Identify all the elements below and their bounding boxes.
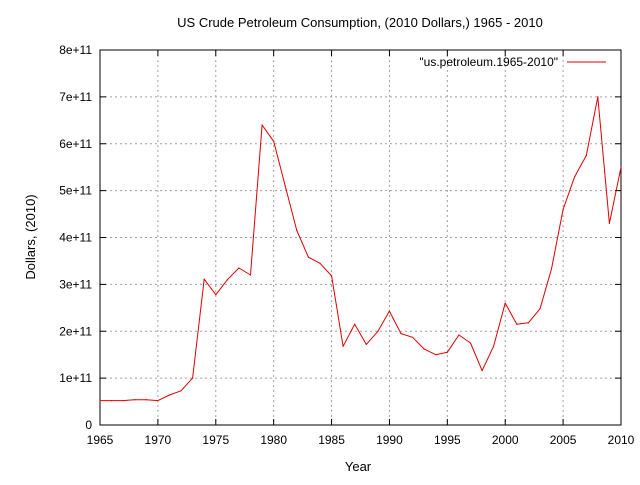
data-point <box>168 394 171 396</box>
data-point <box>319 262 321 264</box>
data-point <box>539 308 541 310</box>
data-point <box>562 208 564 210</box>
x-axis-title: Year <box>345 459 372 474</box>
data-point <box>388 310 390 312</box>
data-point <box>493 345 495 347</box>
data-point <box>550 268 553 270</box>
data-point <box>574 176 576 178</box>
data-point <box>296 229 298 232</box>
data-point <box>597 96 599 98</box>
x-tick-label: 1985 <box>318 433 345 447</box>
y-axis-title: Dollars, (2010) <box>23 194 38 279</box>
data-point <box>145 399 147 401</box>
data-point <box>377 330 379 332</box>
data-point <box>481 370 483 372</box>
legend: "us.petroleum.1965-2010" <box>419 55 606 69</box>
data-point <box>435 354 437 356</box>
legend-label: "us.petroleum.1965-2010" <box>419 55 558 69</box>
data-point <box>585 154 587 157</box>
data-point <box>469 342 472 344</box>
y-tick-labels: 0 1e+11 2e+11 3e+11 4e+11 5e+11 6e+11 7e+11 8e+1… <box>59 43 92 432</box>
x-tick-label: 2005 <box>550 433 577 447</box>
y-tick-label: 1e+11 <box>59 371 92 385</box>
data-point <box>400 333 402 335</box>
x-tick-label: 1990 <box>376 433 403 447</box>
y-tick-label: 4e+11 <box>59 231 92 245</box>
y-tick-label: 0 <box>85 418 92 432</box>
y-tick-label: 2e+11 <box>59 324 92 338</box>
data-point <box>215 294 217 296</box>
data-point <box>111 400 113 402</box>
x-tick-label: 1975 <box>202 433 229 447</box>
data-point <box>342 345 344 347</box>
data-point <box>412 336 414 338</box>
x-tick-labels: 1965 1970 1975 1980 1985 1990 1995 2000 2005 2010 <box>87 433 635 447</box>
data-point <box>331 275 333 277</box>
data-point <box>273 140 275 142</box>
data-point <box>608 222 611 224</box>
data-point <box>284 185 286 187</box>
series-layer <box>99 96 622 402</box>
x-tick-label: 1970 <box>145 433 172 447</box>
data-point <box>134 399 136 401</box>
data-point <box>307 256 309 258</box>
data-point <box>192 377 194 379</box>
x-tick-label: 2000 <box>492 433 519 447</box>
data-point <box>504 302 506 304</box>
x-tick-label: 2010 <box>608 433 635 447</box>
grid <box>100 50 621 425</box>
x-tick-label: 1995 <box>434 433 461 447</box>
chart-title: US Crude Petroleum Consumption, (2010 Do… <box>177 15 543 30</box>
data-point <box>226 279 228 281</box>
y-tick-label: 6e+11 <box>59 137 92 151</box>
x-tick-label: 1980 <box>260 433 287 447</box>
data-point <box>620 166 622 168</box>
data-point <box>354 323 356 325</box>
data-point <box>249 274 252 276</box>
data-point <box>446 351 448 353</box>
data-point <box>516 323 518 325</box>
data-point <box>203 278 205 280</box>
data-point <box>365 343 367 345</box>
y-tick-label: 3e+11 <box>59 277 92 291</box>
data-point <box>261 124 263 126</box>
data-point <box>423 348 425 350</box>
data-point <box>180 390 182 392</box>
x-tick-label: 1965 <box>87 433 114 447</box>
data-point <box>122 400 124 402</box>
data-point <box>458 334 460 336</box>
y-tick-label: 8e+11 <box>59 43 92 57</box>
data-point <box>238 267 240 269</box>
data-point <box>157 400 159 402</box>
data-point <box>527 322 530 324</box>
y-tick-label: 5e+11 <box>59 184 92 198</box>
y-tick-label: 7e+11 <box>59 90 92 104</box>
data-point <box>99 400 101 402</box>
series-line <box>100 96 622 402</box>
